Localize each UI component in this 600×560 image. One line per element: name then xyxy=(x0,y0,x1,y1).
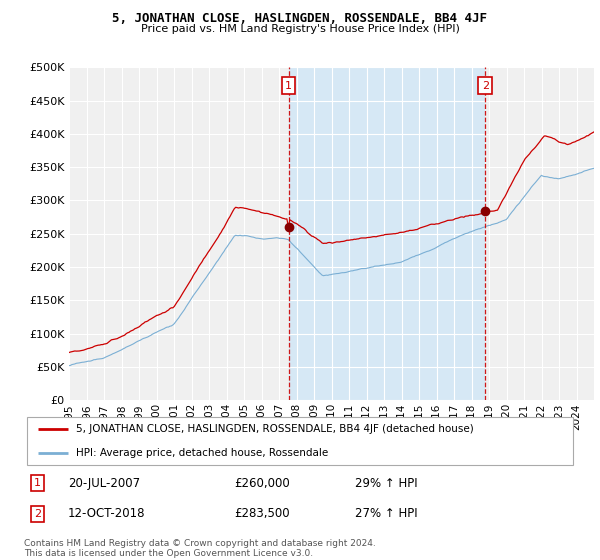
Text: £260,000: £260,000 xyxy=(234,477,290,489)
Text: 12-OCT-2018: 12-OCT-2018 xyxy=(68,507,146,520)
Text: 5, JONATHAN CLOSE, HASLINGDEN, ROSSENDALE, BB4 4JF (detached house): 5, JONATHAN CLOSE, HASLINGDEN, ROSSENDAL… xyxy=(76,424,474,434)
Text: 2: 2 xyxy=(34,509,41,519)
Text: 2: 2 xyxy=(482,81,489,91)
Text: £283,500: £283,500 xyxy=(234,507,289,520)
Text: Contains HM Land Registry data © Crown copyright and database right 2024.
This d: Contains HM Land Registry data © Crown c… xyxy=(24,539,376,558)
Text: 27% ↑ HPI: 27% ↑ HPI xyxy=(355,507,418,520)
Text: 5, JONATHAN CLOSE, HASLINGDEN, ROSSENDALE, BB4 4JF: 5, JONATHAN CLOSE, HASLINGDEN, ROSSENDAL… xyxy=(113,12,487,25)
Text: 1: 1 xyxy=(285,81,292,91)
FancyBboxPatch shape xyxy=(27,417,573,465)
Text: HPI: Average price, detached house, Rossendale: HPI: Average price, detached house, Ross… xyxy=(76,448,329,458)
Text: Price paid vs. HM Land Registry's House Price Index (HPI): Price paid vs. HM Land Registry's House … xyxy=(140,24,460,34)
Bar xyxy=(289,67,485,400)
Text: 20-JUL-2007: 20-JUL-2007 xyxy=(68,477,140,489)
Text: 29% ↑ HPI: 29% ↑ HPI xyxy=(355,477,418,489)
Text: 1: 1 xyxy=(34,478,41,488)
